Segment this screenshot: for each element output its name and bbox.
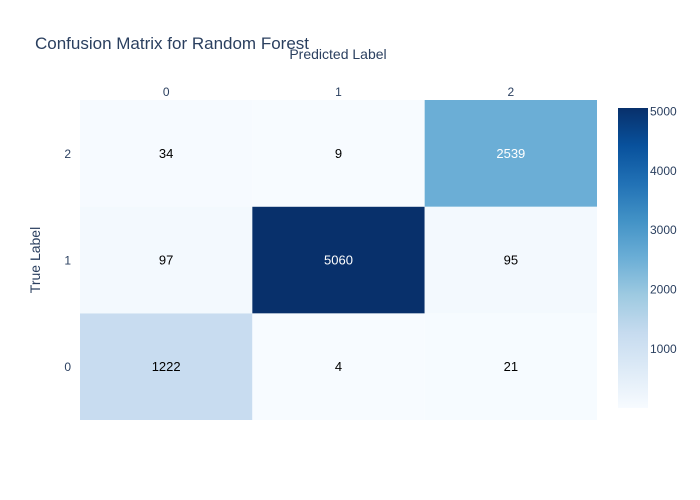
colorbar: 1000 2000 3000 4000 5000 [618,105,677,408]
colorbar-tick-label: 2000 [650,283,677,297]
heatmap-cell [252,206,425,314]
heatmap-cells: 1222 4 21 97 5060 95 34 9 2539 [80,100,597,420]
axis-ticks: 0 1 2 0 1 2 [64,85,514,374]
cell-value-label: 95 [504,253,518,268]
y-tick-label: 2 [64,147,71,161]
cell-value-label: 2539 [496,146,525,161]
cell-value-label: 4 [335,359,342,374]
cell-value-label: 1222 [152,359,181,374]
colorbar-tick-label: 3000 [650,223,677,237]
cell-value-label: 34 [159,146,173,161]
colorbar-tick-label: 5000 [650,105,677,119]
x-tick-label: 0 [163,85,170,99]
heatmap-cell [80,206,253,314]
heatmap-cell [80,313,253,420]
y-tick-label: 0 [64,360,71,374]
x-tick-label: 2 [507,85,514,99]
heatmap-cell [252,313,425,420]
heatmap-cell [424,206,597,314]
cell-value-label: 5060 [324,253,353,268]
x-axis-label: Predicted Label [289,46,387,62]
heatmap-cell [80,100,253,207]
cell-value-label: 97 [159,253,173,268]
heatmap-cell [424,100,597,207]
y-tick-label: 1 [64,254,71,268]
colorbar-gradient [618,108,648,408]
heatmap-cell [424,313,597,420]
colorbar-tick-label: 1000 [650,342,677,356]
heatmap-cell [252,100,425,207]
colorbar-tick-label: 4000 [650,164,677,178]
chart-title: Confusion Matrix for Random Forest [35,34,309,53]
cell-value-label: 21 [504,359,518,374]
x-tick-label: 1 [335,85,342,99]
cell-value-label: 9 [335,146,342,161]
